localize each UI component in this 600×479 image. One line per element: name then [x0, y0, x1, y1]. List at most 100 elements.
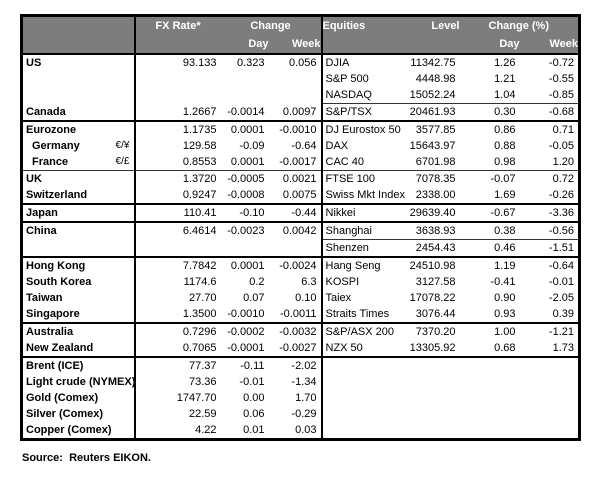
label-cell: UK	[21, 170, 112, 187]
label-cell: Taiwan	[26, 292, 63, 304]
eday-cell: 0.86	[459, 120, 520, 138]
eday-cell: 0.98	[494, 156, 516, 168]
label-cell: Copper (Comex)	[26, 424, 112, 436]
week-cell	[269, 87, 322, 104]
day-cell: 0.0001	[220, 120, 269, 138]
table-row: Hong Kong 7.7842 0.0001 -0.0024 Hang Seng 245…	[21, 256, 580, 274]
table-row: Eurozone 1.1735 0.0001 -0.0010 DJ Eurostox 5…	[21, 120, 580, 138]
label-cell	[22, 71, 112, 87]
symbol-cell	[111, 170, 135, 187]
week-cell: -0.29	[291, 408, 317, 420]
label-cell: Brent (ICE)	[21, 356, 112, 374]
label-cell: Light crude (NYMEX)	[26, 376, 136, 388]
week-cell: -0.0024	[268, 256, 322, 274]
symbol-cell	[111, 203, 135, 222]
day-cell: -0.0010	[227, 308, 265, 320]
table-row: Gold (Comex) 1747.70 0.00 1.70	[22, 390, 580, 406]
level-cell: 4448.98	[415, 73, 456, 85]
fx-cell	[133, 87, 221, 104]
eweek-cell: -0.64	[519, 256, 580, 274]
fx-cell: 6.4614	[133, 221, 221, 240]
equity-cell	[320, 374, 406, 390]
eweek-cell	[520, 374, 580, 390]
eday-cell: 1.04	[494, 89, 516, 101]
eday-cell: 0.38	[459, 221, 520, 240]
symbol-cell	[112, 290, 135, 306]
day-cell: -0.0005	[220, 170, 269, 187]
week-cell: 1.70	[295, 392, 317, 404]
level-cell: 15052.24	[409, 89, 456, 101]
label-cell: Australia	[21, 322, 112, 340]
equity-cell: Taiex	[320, 290, 406, 306]
eday-cell: 0.68	[494, 342, 516, 354]
equity-cell: Shenzen	[320, 239, 406, 257]
symbol-cell	[112, 87, 135, 104]
eday-cell: 0.46	[459, 239, 520, 257]
day-cell: -0.10	[220, 203, 269, 222]
fx-cell: 4.22	[133, 422, 221, 440]
eweek-cell: 0.71	[519, 120, 580, 138]
table-row: Singapore 1.3500 -0.0010 -0.0011 Straits Tim…	[22, 306, 580, 323]
fx-cell: 1747.70	[133, 390, 221, 406]
table-header: FX Rate* Change Equities Level Change (%…	[21, 15, 580, 55]
label-cell: Japan	[21, 203, 112, 222]
fx-cell: 22.59	[133, 406, 221, 422]
table-body: US 93.133 0.323 0.056 DJIA 11342.75 1.26 -0.72 S…	[21, 54, 580, 440]
table-row: Shenzen 2454.43 0.46 -1.51	[22, 239, 580, 258]
day-cell: 0.06	[243, 408, 265, 420]
level-cell: 7370.20	[405, 322, 460, 340]
level-header: Level	[405, 15, 460, 35]
eweek-cell: -0.26	[548, 189, 574, 201]
eday-cell: 0.93	[494, 308, 516, 320]
week-cell: -0.0017	[279, 156, 317, 168]
table-row: Silver (Comex) 22.59 0.06 -0.29	[22, 406, 580, 422]
day-cell: -0.0014	[227, 105, 265, 118]
eday-cell	[460, 406, 520, 422]
table-row: Copper (Comex) 4.22 0.01 0.03	[22, 422, 580, 440]
equities-header: Equities	[320, 15, 406, 35]
week-cell: 0.0021	[268, 170, 322, 187]
level-cell: 3076.44	[415, 308, 456, 320]
level-cell	[406, 406, 460, 422]
change-pct-header: Change (%)	[459, 15, 580, 35]
eweek-cell: 1.20	[552, 156, 574, 168]
eday-cell: 0.30	[459, 103, 520, 121]
eday-cell: 0.90	[494, 292, 516, 304]
level-cell	[405, 356, 460, 374]
label-cell: Singapore	[26, 308, 80, 320]
fx-cell: 1.2667	[133, 103, 221, 121]
fx-rate-header: FX Rate*	[133, 15, 221, 35]
table-row: Light crude (NYMEX) 73.36 -0.01 -1.34	[22, 374, 580, 390]
eday-cell: -0.67	[459, 203, 520, 222]
fx-cell: 1.3500	[133, 306, 221, 323]
day-cell: 0.323	[236, 57, 265, 69]
eday-cell	[459, 356, 520, 374]
level-cell: 17078.22	[409, 292, 456, 304]
level-cell: 15643.97	[409, 140, 456, 152]
label-cell	[22, 87, 112, 104]
eweek-cell	[520, 406, 580, 422]
label-cell: South Korea	[26, 276, 92, 288]
table-row: Japan 110.41 -0.10 -0.44 Nikkei 29639.40 -0.67…	[21, 203, 580, 222]
eweek-cell: -0.55	[548, 73, 574, 85]
day-cell	[221, 87, 269, 104]
fx-cell: 0.7065	[133, 340, 221, 357]
equity-cell: DAX	[320, 138, 406, 154]
label-cell: Eurozone	[21, 120, 112, 138]
eday-cell	[460, 374, 520, 390]
equity-cell: S&P/ASX 200	[320, 322, 406, 340]
symbol-cell	[112, 274, 135, 290]
eday-cell: 1.69	[494, 189, 516, 201]
eday-cell	[460, 390, 520, 406]
week-cell: -0.0027	[279, 342, 317, 354]
fx-cell: 110.41	[133, 203, 221, 222]
fx-cell: 1.1735	[133, 120, 221, 138]
eweek-cell: -0.05	[548, 140, 574, 152]
fx-cell	[133, 71, 221, 87]
fx-cell: 1.3720	[133, 170, 221, 187]
table-row: Germany €/¥ 129.58 -0.09 -0.64 DAX 15643.97 0.8…	[22, 138, 580, 154]
table-row: China 6.4614 -0.0023 0.0042 Shanghai 3638.93 0…	[21, 221, 580, 240]
label-cell	[22, 240, 112, 258]
symbol-cell	[111, 120, 135, 138]
week-cell: 0.056	[288, 57, 317, 69]
